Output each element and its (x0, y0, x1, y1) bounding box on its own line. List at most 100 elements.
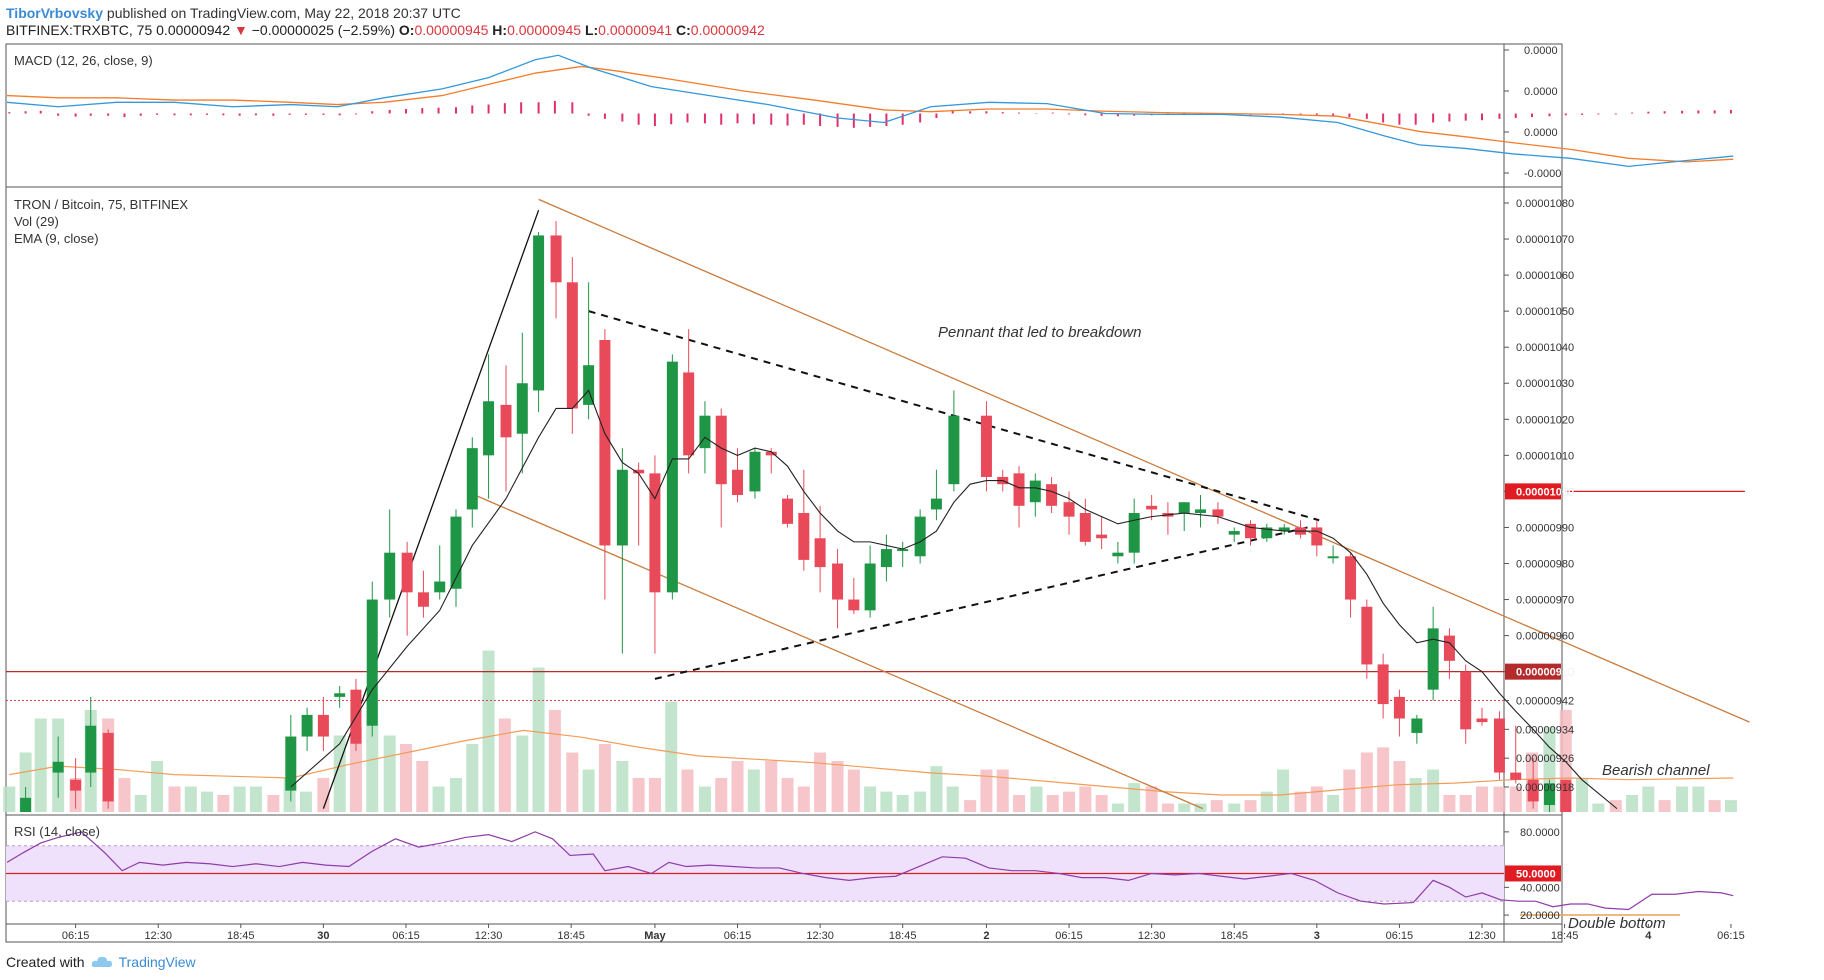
volume-bar (1095, 795, 1108, 812)
candle-up (384, 552, 396, 600)
candle-up (334, 693, 346, 697)
candle-up (301, 714, 313, 737)
low-value: 0.00000941 (598, 22, 673, 38)
volume-bar (1609, 800, 1622, 812)
candle-down (1013, 473, 1025, 506)
price-level-badge-label: 0.00001000 (1516, 486, 1574, 498)
time-tick-label: 06:15 (1386, 930, 1414, 942)
open-value: 0.00000945 (414, 22, 489, 38)
rsi-pane[interactable]: Double bottom RSI (14, close) 80.0000 50.… (6, 824, 1734, 932)
volume-bar (217, 795, 230, 812)
volume-bar (1013, 795, 1026, 812)
volume-bar (34, 718, 47, 812)
macd-tick-label: -0.0000 (1524, 168, 1561, 180)
close-label: C: (676, 22, 691, 38)
price-tick-label: 0.00001040 (1516, 342, 1574, 354)
volume-bar (498, 718, 511, 812)
volume-bar (1708, 800, 1721, 812)
volume-bar (964, 800, 977, 812)
candle-up (1112, 552, 1124, 557)
volume-bar (864, 786, 877, 812)
candle-down (1560, 779, 1572, 812)
candle-down (500, 404, 512, 438)
candle-up (948, 415, 960, 485)
volume-bar (946, 786, 959, 812)
low-label: L: (584, 22, 599, 38)
price-pane[interactable]: TRON / Bitcoin, 75, BITFINEX Vol (29) EM… (3, 197, 1750, 812)
volume-bar (1228, 803, 1241, 812)
candle-up (930, 498, 942, 510)
volume-bar (781, 778, 794, 812)
candle-up (1327, 556, 1339, 559)
price-tick-label: 0.00001020 (1516, 414, 1574, 426)
candle-down (649, 473, 661, 593)
candle-up (483, 401, 495, 456)
ema-line (290, 389, 1618, 810)
candle-up (52, 761, 64, 773)
tradingview-cloud-icon (91, 956, 112, 967)
footer: Created with TradingView (6, 954, 196, 970)
tradingview-link[interactable]: TradingView (118, 954, 196, 970)
volume-bar (632, 778, 645, 812)
candle-up (1411, 718, 1423, 733)
candle-up (1128, 513, 1140, 553)
high-value: 0.00000945 (507, 22, 582, 38)
price-tick-label: 0.00001030 (1516, 378, 1574, 390)
volume-bar (566, 752, 579, 812)
volume-bar (1277, 769, 1290, 812)
candle-up (864, 563, 876, 611)
candle-down (814, 538, 826, 568)
volume-bar (1294, 791, 1307, 812)
candle-down (798, 513, 810, 560)
symbol-label: BITFINEX:TRXBTC, 75 (6, 22, 153, 38)
rsi-axis-ticks: 80.0000 50.0000 40.0000 20.0000 (1504, 827, 1561, 922)
volume-bars (3, 650, 1737, 812)
volume-bar (1427, 769, 1440, 812)
candle-down (1460, 671, 1472, 730)
candle-down (715, 415, 727, 485)
candle-down (848, 599, 860, 611)
down-arrow-icon: ▼ (234, 22, 248, 38)
time-tick-label: 18:45 (889, 930, 917, 942)
price-axis-frame (1503, 43, 1563, 943)
time-tick-label: 06:15 (1055, 930, 1083, 942)
macd-pane[interactable]: MACD (12, 26, close, 9) 0.00000.00000.00… (6, 45, 1734, 180)
author-link[interactable]: TiborVrbovsky (6, 5, 104, 21)
time-axis: 06:15 12:30 18:45 30 06:15 12:30 18:45 May 06:15… (62, 924, 1745, 942)
candle-down (765, 451, 777, 456)
macd-axis-ticks: 0.0000 0.0000 0.0000 -0.0000 (1504, 45, 1561, 180)
rsi-tick-label: 50.0000 (1516, 868, 1556, 880)
candle-down (1096, 534, 1108, 539)
candle-up (749, 451, 761, 492)
published-text: published on TradingView.com, May 22, 20… (106, 5, 461, 21)
volume-bar (1260, 791, 1273, 812)
channel-trendline (538, 198, 1750, 723)
volume-bar (1658, 800, 1671, 812)
volume-bar (814, 752, 827, 812)
volume-bar (914, 791, 927, 812)
candle-up (516, 383, 528, 434)
candle-up (583, 365, 595, 405)
volume-bar (349, 727, 362, 812)
macd-tick-label: 0.0000 (1524, 45, 1558, 57)
candle-up (1029, 480, 1041, 503)
volume-bar (1063, 791, 1076, 812)
price-tick-label: 0.00000918 (1516, 782, 1574, 794)
rsi-tick-label: 80.0000 (1520, 827, 1560, 839)
time-tick-label: 12:30 (1138, 930, 1166, 942)
candle-up (897, 549, 909, 552)
rsi-pane-label: RSI (14, close) (14, 824, 100, 839)
volume-bar (1642, 786, 1655, 812)
volume-bar (1145, 786, 1158, 812)
time-tick-label: 12:30 (475, 930, 503, 942)
publish-line: TiborVrbovsky published on TradingView.c… (6, 5, 461, 21)
time-tick-label: 06:15 (392, 930, 420, 942)
volume-bar (383, 735, 396, 812)
candle-up (699, 415, 711, 449)
volume-ma-line (9, 729, 1734, 796)
rsi-tick-label: 40.0000 (1520, 882, 1560, 894)
candle-down (317, 714, 329, 737)
volume-bar (1244, 800, 1257, 812)
volume-bar (432, 786, 445, 812)
